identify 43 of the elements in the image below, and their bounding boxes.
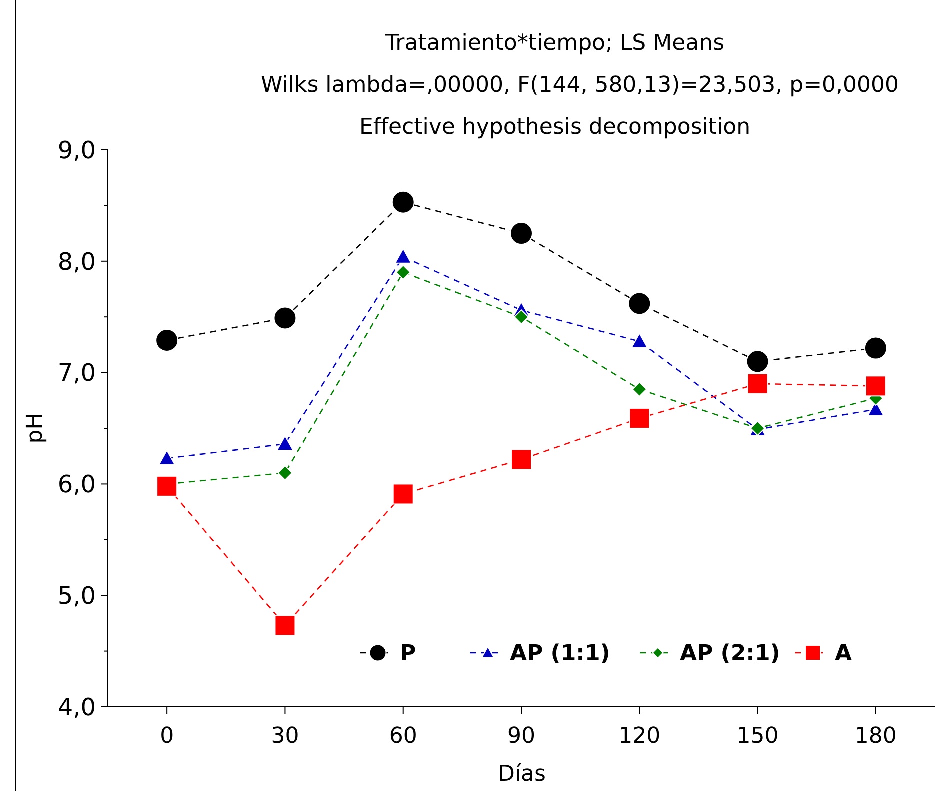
point — [274, 615, 296, 636]
x-tick-label: 90 — [508, 724, 536, 749]
legend-label: A — [835, 642, 852, 667]
point — [156, 476, 178, 497]
point — [392, 484, 414, 505]
point — [274, 306, 297, 330]
legend-label: AP (2:1) — [680, 642, 780, 667]
point — [392, 190, 415, 214]
point — [514, 310, 529, 325]
chart-subtitle: Wilks lambda=,00000, F(144, 580,13)=23,503, p=0,0000 Effective hypothesis decomposition — [260, 73, 900, 140]
point — [396, 265, 411, 280]
x-tick-label: 120 — [618, 724, 661, 749]
legend-label: P — [400, 642, 416, 667]
y-tick-label: 4,0 — [58, 693, 96, 722]
point — [747, 373, 768, 394]
point — [158, 450, 176, 466]
chart-title: Tratamiento*tiempo; LS Means — [384, 31, 725, 56]
point — [628, 292, 652, 316]
y-tick-label: 5,0 — [58, 582, 96, 610]
point — [278, 466, 293, 481]
x-tick-label: 30 — [271, 724, 300, 749]
point — [394, 248, 412, 264]
point — [746, 350, 770, 374]
x-tick-label: 180 — [854, 724, 897, 749]
x-tick-label: 0 — [160, 724, 174, 749]
y-tick-label: 6,0 — [58, 470, 96, 499]
y-axis-title: pH — [23, 413, 48, 444]
point — [629, 408, 650, 429]
point — [864, 336, 888, 360]
point — [511, 449, 532, 470]
y-tick-label: 7,0 — [58, 359, 96, 388]
point — [156, 328, 179, 352]
y-tick-label: 9,0 — [58, 136, 96, 164]
point — [865, 376, 886, 397]
point — [510, 222, 533, 246]
point — [632, 382, 648, 398]
y-tick-label: 8,0 — [58, 248, 96, 276]
point — [276, 436, 294, 451]
x-tick-label: 60 — [389, 724, 418, 749]
legend-label: AP (1:1) — [510, 642, 610, 667]
point — [631, 333, 648, 349]
x-axis-title: Días — [498, 762, 546, 787]
x-tick-label: 150 — [736, 724, 779, 749]
